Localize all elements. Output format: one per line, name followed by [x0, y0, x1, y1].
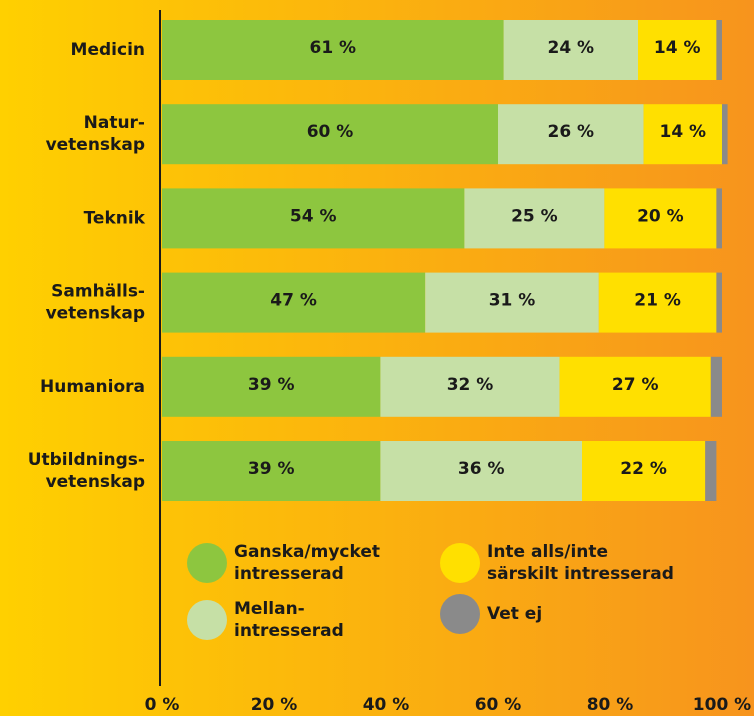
y-tick-label: Natur-vetenskap	[46, 113, 145, 155]
value-label: 60 %	[307, 122, 354, 142]
value-label: 21 %	[634, 291, 681, 311]
legend-swatch	[440, 594, 480, 634]
x-tick-label: 100 %	[693, 695, 751, 715]
bar-segment	[643, 104, 722, 165]
bar-segment	[710, 356, 722, 417]
bar-segment	[503, 20, 638, 80]
legend-swatch	[440, 543, 480, 583]
bar-segment	[162, 356, 381, 417]
bar-segment	[425, 272, 599, 333]
value-label: 39 %	[248, 459, 295, 479]
x-tick-label: 40 %	[363, 695, 410, 715]
value-label: 36 %	[458, 459, 505, 479]
value-label: 61 %	[309, 38, 356, 58]
value-label: 22 %	[620, 459, 667, 479]
bar-segment	[716, 272, 722, 333]
legend-label: Ganska/mycket intresserad	[234, 542, 380, 584]
x-tick-label: 20 %	[251, 695, 298, 715]
x-tick-label: 0 %	[145, 695, 180, 715]
bar-segment	[582, 441, 706, 501]
bar-segment	[162, 104, 498, 165]
legend-swatch	[187, 600, 227, 640]
bar-segment	[162, 20, 504, 80]
value-label: 31 %	[489, 291, 536, 311]
legend-label: Inte alls/inte särskilt intresserad	[487, 542, 674, 584]
bar-segment	[638, 20, 717, 80]
value-label: 14 %	[654, 38, 701, 58]
y-tick-label: Teknik	[84, 208, 146, 228]
bar-segment	[380, 356, 560, 417]
bar-segment	[716, 188, 722, 249]
value-label: 20 %	[637, 206, 684, 226]
y-tick-label: Samhälls-vetenskap	[46, 282, 145, 324]
bar-segment	[162, 441, 381, 501]
bar-segment	[498, 104, 644, 165]
x-tick-label: 60 %	[475, 695, 522, 715]
y-tick-label: Medicin	[71, 40, 145, 60]
y-tick-label: Humaniora	[40, 377, 145, 397]
legend-swatch	[187, 543, 227, 583]
value-label: 39 %	[248, 375, 295, 395]
value-label: 25 %	[511, 206, 558, 226]
x-tick-label: 80 %	[587, 695, 634, 715]
bar-segment	[464, 188, 605, 249]
y-tick-label: Utbildnings-vetenskap	[28, 450, 145, 492]
bar-segment	[722, 104, 728, 165]
value-label: 14 %	[659, 122, 706, 142]
value-label: 24 %	[547, 38, 594, 58]
bar-segment	[380, 441, 582, 501]
bar-segment	[604, 188, 717, 249]
value-label: 47 %	[270, 291, 317, 311]
bar-segment	[716, 20, 722, 80]
value-label: 32 %	[447, 375, 494, 395]
value-label: 27 %	[612, 375, 659, 395]
value-label: 54 %	[290, 206, 337, 226]
bar-segment	[162, 272, 426, 333]
bar-segment	[705, 441, 717, 501]
bar-segment	[559, 356, 711, 417]
legend-label: Mellan-intresserad	[234, 599, 344, 641]
value-label: 26 %	[547, 122, 594, 142]
bar-segment	[162, 188, 465, 249]
bar-segment	[598, 272, 717, 333]
legend-label: Vet ej	[487, 604, 542, 624]
